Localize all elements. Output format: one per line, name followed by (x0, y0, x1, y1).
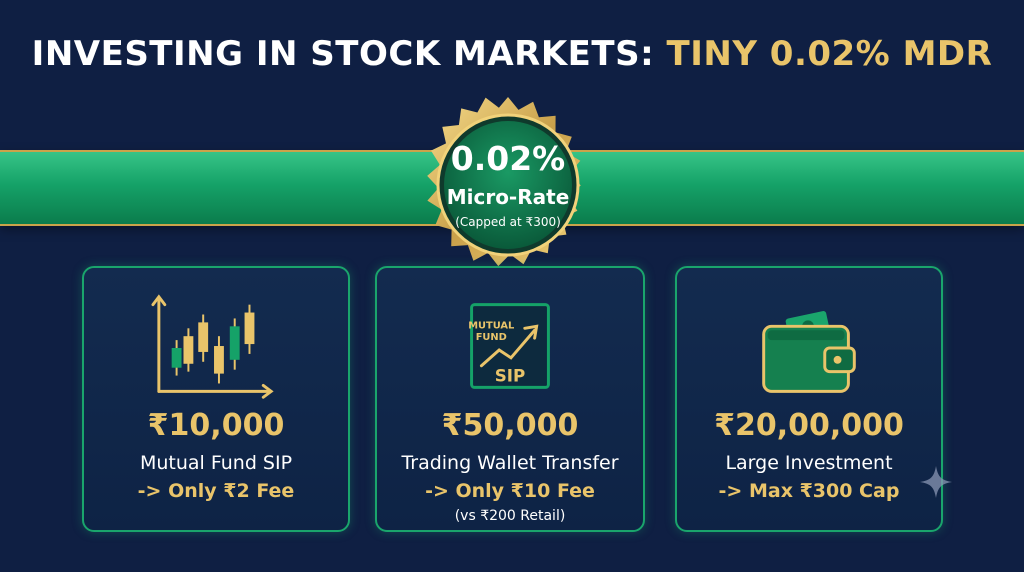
card-trading-wallet-transfer: MUTUAL FUND SIP ₹50,000 Trading Wallet T… (375, 266, 645, 532)
icon-text-sip: SIP (495, 365, 526, 385)
fee-text: -> Only ₹2 Fee (137, 480, 295, 502)
sparkle-icon (920, 466, 952, 498)
card-large-investment: ₹20,00,000 Large Investment -> Max ₹300 … (675, 266, 943, 532)
amount: ₹20,00,000 (714, 408, 904, 443)
fee-text: -> Only ₹10 Fee (425, 480, 595, 502)
icon-text-fund: FUND (476, 332, 507, 343)
candlestick-chart-icon (151, 294, 274, 399)
seal-text: 0.02% Micro-Rate (Capped at ₹300) (418, 95, 598, 275)
card-label: Large Investment (725, 452, 893, 474)
title-main: INVESTING IN STOCK MARKETS: (31, 34, 655, 74)
card-mutual-fund-sip: ₹10,000 Mutual Fund SIP -> Only ₹2 Fee (82, 266, 350, 532)
amount: ₹10,000 (147, 408, 285, 443)
seal-rate: 0.02% (450, 139, 566, 178)
seal-cap-note: (Capped at ₹300) (455, 215, 561, 229)
title-highlight: TINY 0.02% MDR (666, 34, 993, 74)
mutual-fund-sip-icon: MUTUAL FUND SIP (468, 303, 550, 389)
retail-note: (vs ₹200 Retail) (454, 508, 566, 524)
amount: ₹50,000 (441, 408, 579, 443)
page-title: INVESTING IN STOCK MARKETS: TINY 0.02% M… (0, 34, 1024, 74)
icon-text-mutual: MUTUAL (468, 320, 514, 331)
wallet-icon (762, 311, 856, 393)
card-label: Trading Wallet Transfer (401, 452, 619, 474)
fee-text: -> Max ₹300 Cap (718, 480, 900, 502)
seal-label: Micro-Rate (446, 185, 570, 209)
card-label: Mutual Fund SIP (139, 452, 293, 474)
seal-badge-icon (427, 97, 581, 267)
